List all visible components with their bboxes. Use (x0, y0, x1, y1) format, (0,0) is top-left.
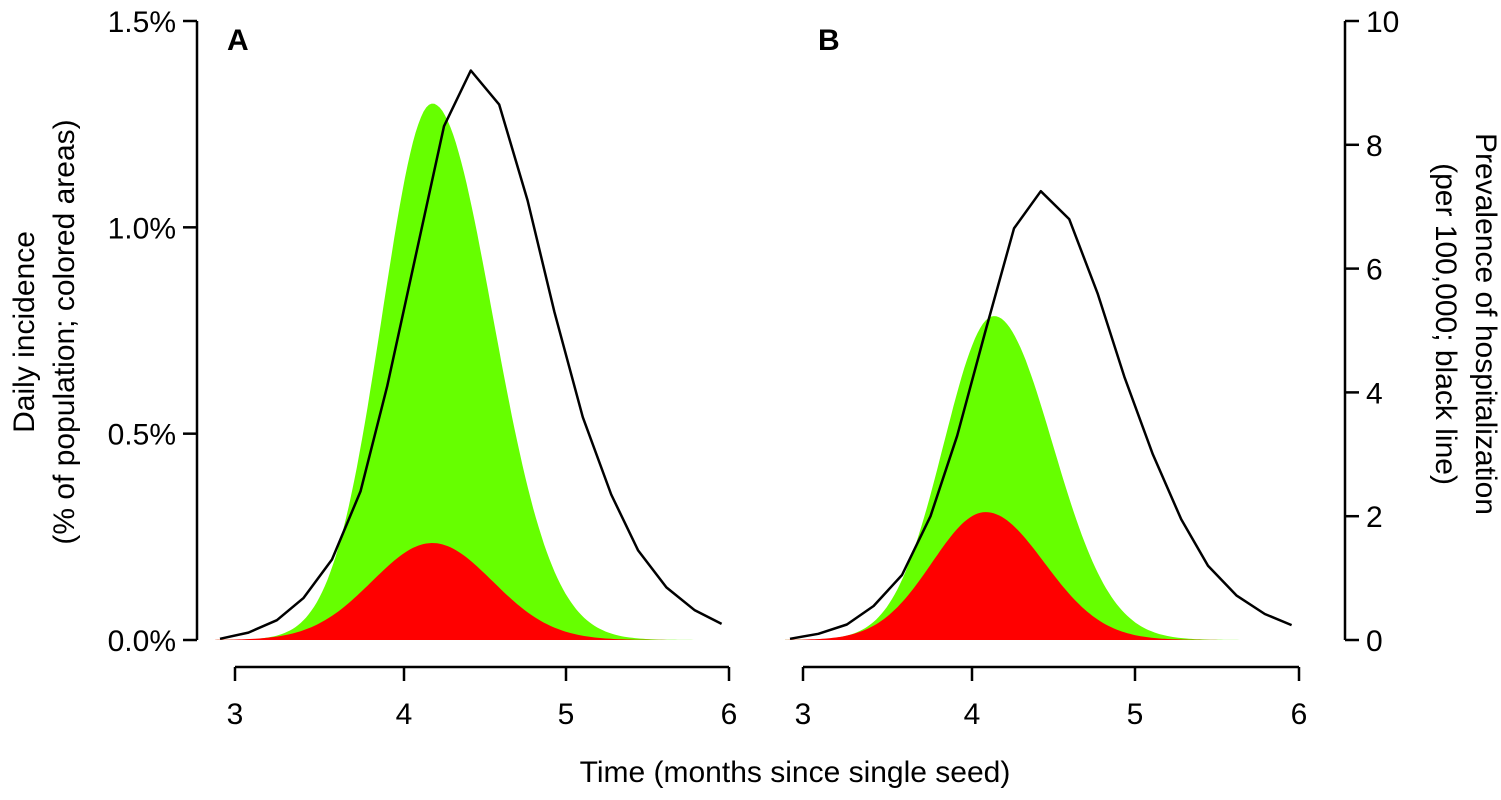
left-axis-title-line1: Daily incidence (8, 231, 41, 433)
right-y-tick-label: 10 (1366, 6, 1399, 39)
green-incidence-area (215, 103, 750, 641)
hospitalization-line (789, 189, 1293, 641)
x-tick-label: 4 (964, 698, 981, 731)
x-tick-label: 3 (227, 698, 244, 731)
x-tick-label: 5 (1127, 698, 1144, 731)
panel-b: B (785, 24, 1320, 641)
right-y-tick-label: 6 (1366, 254, 1383, 287)
hospitalization-line (219, 69, 723, 641)
right-y-tick-label: 8 (1366, 130, 1383, 163)
x-axis: 3 4 5 6 (795, 665, 1308, 731)
right-axis-title-line1: Prevalence of hospitalization (1469, 133, 1501, 515)
left-y-tick-label: 0.5% (108, 419, 176, 452)
panel-label: B (818, 24, 840, 57)
panel-a: A (215, 24, 750, 641)
right-y-tick-label: 0 (1366, 625, 1383, 658)
x-tick-label: 6 (1291, 698, 1308, 731)
x-axis: 3 4 5 6 (227, 665, 738, 731)
right-y-tick-label: 2 (1366, 501, 1383, 534)
x-tick-label: 3 (795, 698, 812, 731)
right-axis-title-line2: (per 100,000; black line) (1429, 163, 1462, 485)
left-y-tick-label: 0.0% (108, 625, 176, 658)
right-axis-title: Prevalence of hospitalization (per 100,0… (1429, 133, 1501, 515)
axes: 3 4 5 6 3 4 5 6 0.0% 0.5% 1.0% 1.5% 0 2 4 6 8 10 (108, 6, 1400, 731)
x-tick-label: 6 (721, 698, 738, 731)
right-y-axis: 0 2 4 6 8 10 (1343, 6, 1399, 658)
x-axis-title: Time (months since single seed) (580, 756, 1011, 789)
green-incidence-area (785, 316, 1320, 640)
left-axis-title-line2: (% of population; colored areas) (48, 119, 81, 544)
panel-label: A (227, 24, 249, 57)
red-incidence-area (785, 512, 1320, 640)
left-axis-title: Daily incidence (% of population; colore… (8, 119, 81, 544)
x-tick-label: 4 (396, 698, 413, 731)
left-y-axis: 0.0% 0.5% 1.0% 1.5% (108, 6, 199, 658)
red-incidence-area (215, 543, 750, 640)
left-y-tick-label: 1.5% (108, 6, 176, 39)
right-y-tick-label: 4 (1366, 377, 1383, 410)
left-y-tick-label: 1.0% (108, 212, 176, 245)
x-tick-label: 5 (558, 698, 575, 731)
